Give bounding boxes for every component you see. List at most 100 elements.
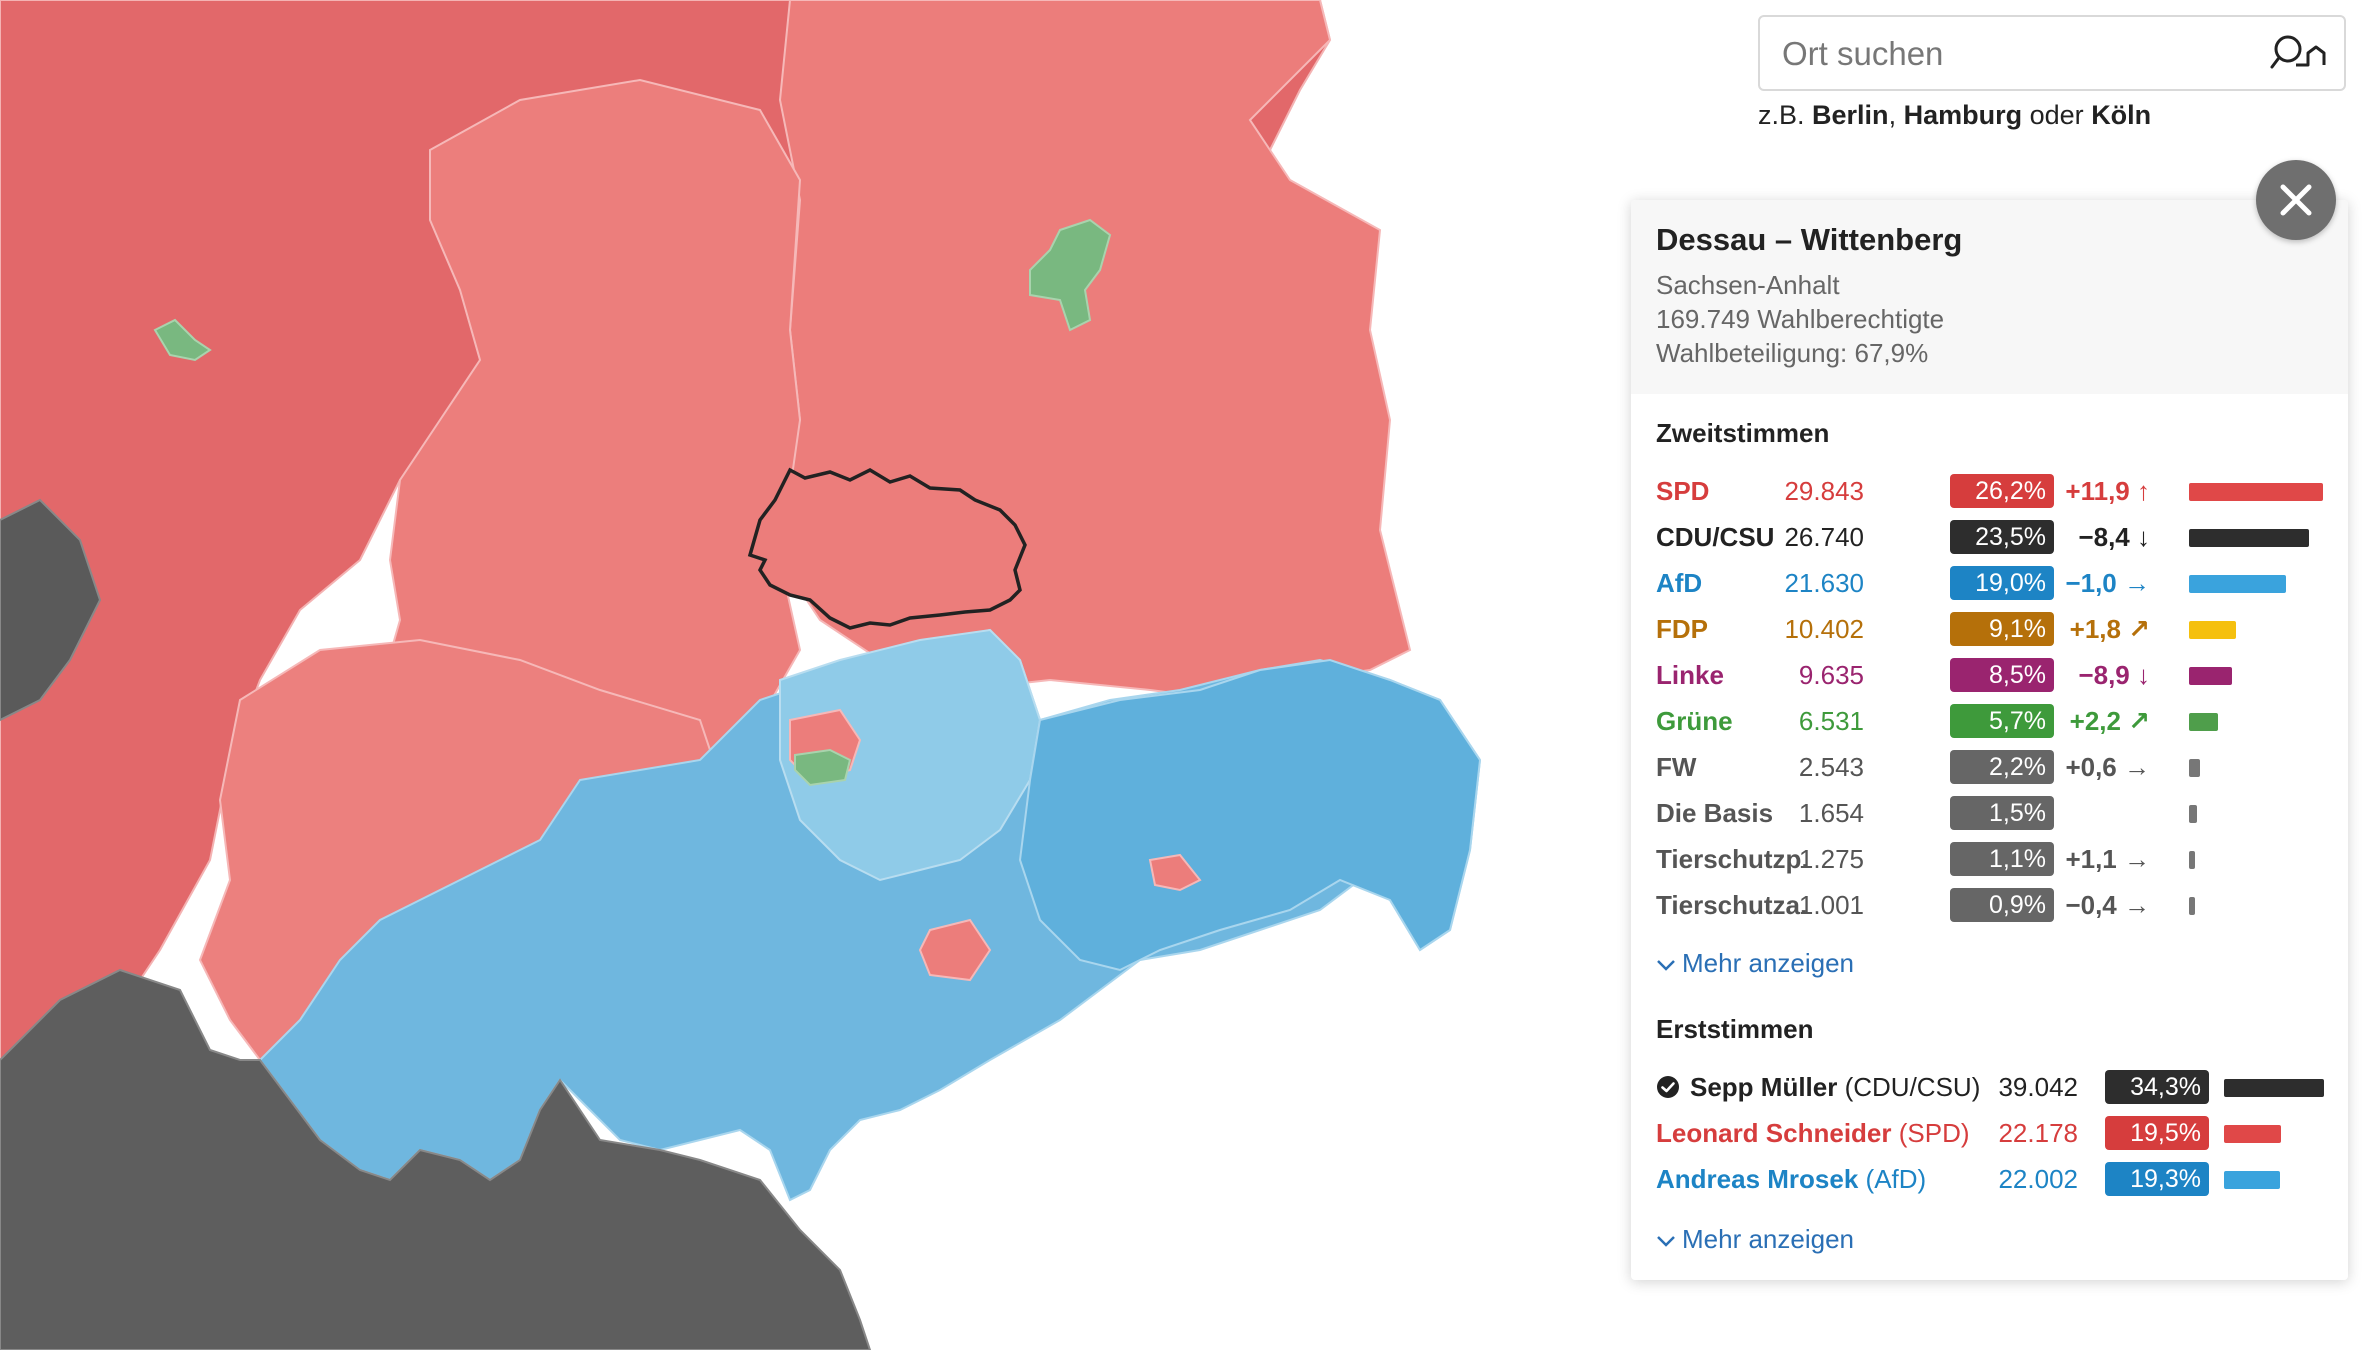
district-eligible: 169.749 Wahlberechtigte — [1656, 304, 1945, 334]
candidate-votes: 22.002 — [1998, 1164, 2078, 1194]
district-title: Dessau – Wittenberg — [1656, 222, 1963, 257]
map-region-green-west[interactable] — [153, 318, 212, 362]
party-share-bar — [2189, 575, 2286, 593]
party-change-value: +0,6 — [2065, 752, 2117, 782]
candidate-percent-badge: 34,3% — [2105, 1070, 2209, 1104]
search-hint-separator: , — [1888, 100, 1897, 130]
district-state: Sachsen-Anhalt — [1656, 270, 1840, 300]
party-name: Tierschutzp. — [1656, 844, 1809, 874]
party-votes: 10.402 — [1784, 614, 1864, 644]
trend-right-icon: → — [2116, 568, 2150, 598]
party-share-bar — [2189, 483, 2323, 501]
candidate-name: Sepp Müller — [1690, 1072, 1838, 1102]
party-votes: 6.531 — [1798, 706, 1864, 736]
zweitstimmen-title: Zweitstimmen — [1656, 418, 1830, 448]
party-row: FW 2.543 2,2% +0,6 → — [1631, 748, 2348, 788]
party-percent-badge: 23,5% — [1950, 520, 2054, 554]
party-row: Linke 9.635 8,5% −8,9 ↓ — [1631, 656, 2348, 696]
map-region-dessau-wittenberg-selected[interactable] — [747, 467, 1027, 630]
map-region-grey-west[interactable] — [0, 498, 102, 722]
party-votes: 9.635 — [1798, 660, 1864, 690]
party-change-value: −8,9 — [2078, 660, 2130, 690]
party-row: FDP 10.402 9,1% +1,8 ↗ — [1631, 610, 2348, 650]
party-row: AfD 21.630 19,0% −1,0 → — [1631, 564, 2348, 604]
search-hint-city-berlin[interactable]: Berlin — [1812, 100, 1889, 130]
candidate-share-bar — [2224, 1079, 2324, 1097]
search-hint-city-koeln[interactable]: Köln — [2091, 100, 2152, 130]
party-change: +0,6 → — [2065, 752, 2150, 783]
map-region-chemnitz[interactable] — [918, 918, 992, 982]
erststimmen-more-label: Mehr anzeigen — [1682, 1224, 1854, 1254]
search-hint-or: oder — [2029, 100, 2084, 130]
candidate-party: (CDU/CSU) — [1844, 1072, 1981, 1102]
candidate-row: Andreas Mrosek (AfD) 22.002 19,3% — [1631, 1160, 2348, 1200]
candidate-party: (AfD) — [1865, 1164, 1927, 1194]
party-change: +11,9 ↑ — [2065, 476, 2150, 507]
map-region-green-leipzig[interactable] — [794, 748, 852, 787]
trend-up-right-icon: ↗ — [2120, 706, 2150, 736]
party-name: Tierschutza. — [1656, 890, 1808, 920]
party-percent-badge: 8,5% — [1950, 658, 2054, 692]
district-header: Dessau – Wittenberg Sachsen-Anhalt 169.7… — [1631, 200, 2348, 394]
trend-down-icon: ↓ — [2129, 660, 2150, 690]
chevron-down-icon — [1657, 960, 1675, 971]
party-share-bar — [2189, 713, 2218, 731]
party-share-bar — [2189, 897, 2195, 915]
party-change: +1,8 ↗ — [2070, 614, 2150, 645]
search-hint-prefix: z.B. — [1758, 100, 1805, 130]
map-region-leipzig-area[interactable] — [779, 628, 1042, 882]
map-region-grey-south[interactable] — [0, 968, 872, 1350]
chevron-down-icon — [1657, 1236, 1675, 1247]
candidate-share-bar — [2224, 1125, 2281, 1143]
party-name: Linke — [1656, 660, 1724, 690]
party-change-value: +11,9 — [2065, 476, 2130, 506]
map-region-green-berlin[interactable] — [1029, 218, 1112, 332]
search-input[interactable] — [1780, 17, 2264, 91]
candidate-row: Leonard Schneider (SPD) 22.178 19,5% — [1631, 1114, 2348, 1154]
party-votes: 29.843 — [1784, 476, 1864, 506]
candidate-label: Sepp Müller (CDU/CSU) — [1656, 1072, 1980, 1103]
party-change-value: −1,0 — [2065, 568, 2117, 598]
candidate-row: Sepp Müller (CDU/CSU) 39.042 34,3% — [1631, 1068, 2348, 1108]
party-change: −1,0 → — [2065, 568, 2150, 599]
candidate-percent-badge: 19,5% — [2105, 1116, 2209, 1150]
party-change-value: −8,4 — [2078, 522, 2130, 552]
party-row: Grüne 6.531 5,7% +2,2 ↗ — [1631, 702, 2348, 742]
district-turnout: Wahlbeteiligung: 67,9% — [1656, 338, 1929, 368]
party-share-bar — [2189, 621, 2236, 639]
party-votes: 1.275 — [1798, 844, 1864, 874]
party-name: FDP — [1656, 614, 1708, 644]
close-button[interactable] — [2256, 160, 2336, 240]
search-hint: z.B. Berlin, Hamburg oder Köln — [1758, 100, 2151, 131]
party-name: SPD — [1656, 476, 1710, 506]
search-box[interactable] — [1758, 15, 2346, 91]
search-hint-city-hamburg[interactable]: Hamburg — [1903, 100, 2023, 130]
zweitstimmen-more-button[interactable]: Mehr anzeigen — [1656, 948, 1854, 979]
close-icon — [2280, 184, 2312, 216]
party-share-bar — [2189, 851, 2195, 869]
candidate-label: Andreas Mrosek (AfD) — [1656, 1164, 1926, 1195]
party-percent-badge: 0,9% — [1950, 888, 2054, 922]
map-region-goerlitz-enclave[interactable] — [1148, 853, 1202, 892]
party-name: Die Basis — [1656, 798, 1774, 828]
party-name: AfD — [1656, 568, 1703, 598]
party-share-bar — [2189, 529, 2309, 547]
party-percent-badge: 1,5% — [1950, 796, 2054, 830]
map-region-dresden-area[interactable] — [1018, 658, 1482, 972]
party-percent-badge: 5,7% — [1950, 704, 2054, 738]
party-name: FW — [1656, 752, 1697, 782]
party-change: −8,9 ↓ — [2078, 660, 2150, 691]
party-votes: 1.001 — [1798, 890, 1864, 920]
trend-down-icon: ↓ — [2129, 522, 2150, 552]
candidate-votes: 39.042 — [1998, 1072, 2078, 1102]
erststimmen-more-button[interactable]: Mehr anzeigen — [1656, 1224, 1854, 1255]
candidate-label: Leonard Schneider (SPD) — [1656, 1118, 1970, 1149]
erststimmen-title: Erststimmen — [1656, 1014, 1814, 1044]
party-change-value: +1,1 — [2065, 844, 2117, 874]
search-location-icon[interactable] — [2270, 31, 2330, 77]
district-result-card: Dessau – Wittenberg Sachsen-Anhalt 169.7… — [1631, 200, 2348, 1280]
party-change: −0,4 → — [2065, 890, 2150, 921]
party-row: CDU/CSU 26.740 23,5% −8,4 ↓ — [1631, 518, 2348, 558]
party-change: +2,2 ↗ — [2070, 706, 2150, 737]
